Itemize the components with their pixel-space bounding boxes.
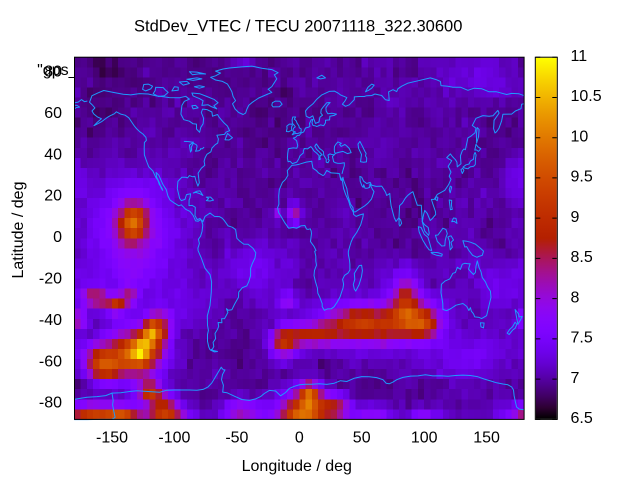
svg-text:7.5: 7.5 — [571, 330, 593, 347]
svg-text:Latitude / deg: Latitude / deg — [10, 182, 27, 279]
svg-text:100: 100 — [411, 430, 438, 447]
svg-text:10: 10 — [571, 129, 589, 146]
svg-text:40: 40 — [44, 146, 62, 163]
svg-text:"gps_: "gps_ — [37, 62, 78, 79]
svg-text:-60: -60 — [39, 353, 62, 370]
svg-text:0: 0 — [295, 430, 304, 447]
svg-text:9: 9 — [571, 209, 580, 226]
svg-text:7: 7 — [571, 370, 580, 387]
svg-text:-80: -80 — [39, 395, 62, 412]
svg-text:20: 20 — [44, 188, 62, 205]
svg-text:0: 0 — [53, 229, 62, 246]
svg-text:StdDev_VTEC / TECU 20071118_32: StdDev_VTEC / TECU 20071118_322.30600 — [134, 18, 462, 36]
svg-text:8.5: 8.5 — [571, 249, 593, 266]
svg-text:9.5: 9.5 — [571, 169, 593, 186]
svg-text:60: 60 — [44, 105, 62, 122]
svg-text:11: 11 — [571, 48, 588, 65]
svg-text:-40: -40 — [39, 312, 62, 329]
svg-text:6.5: 6.5 — [571, 410, 593, 427]
svg-text:-100: -100 — [158, 430, 190, 447]
svg-text:Longitude / deg: Longitude / deg — [242, 458, 352, 475]
svg-text:150: 150 — [473, 430, 500, 447]
svg-text:80: 80 — [44, 64, 62, 81]
svg-text:-20: -20 — [39, 271, 62, 288]
svg-text:-50: -50 — [225, 430, 248, 447]
svg-text:50: 50 — [353, 430, 371, 447]
svg-text:8: 8 — [571, 290, 580, 307]
svg-text:10.5: 10.5 — [571, 88, 602, 105]
svg-text:-150: -150 — [96, 430, 128, 447]
